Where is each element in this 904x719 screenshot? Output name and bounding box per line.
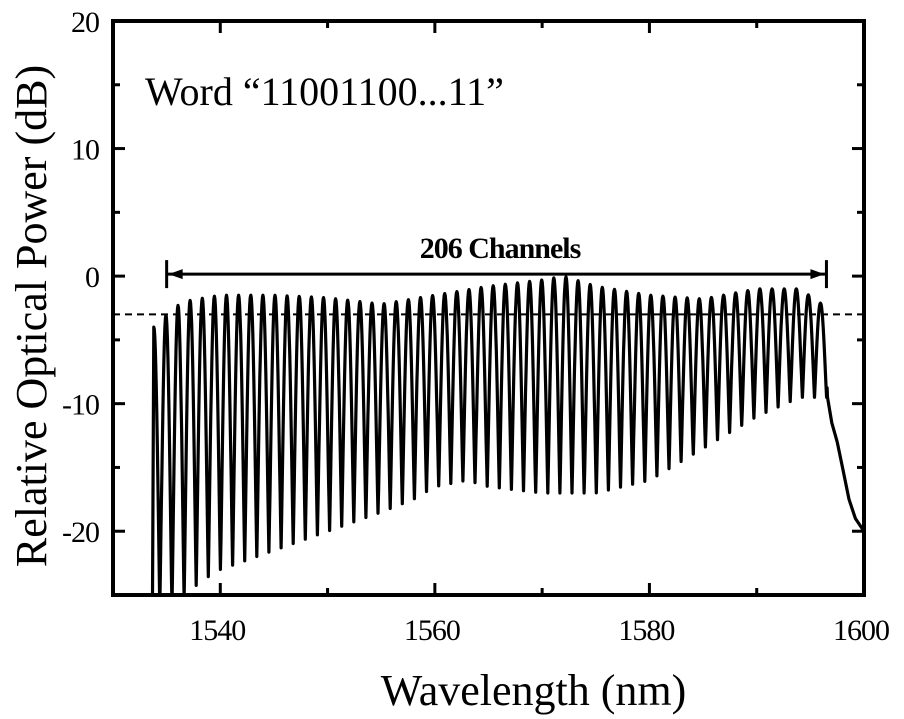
y-tick-label: 20 (71, 6, 99, 39)
span-arrowhead-left (168, 269, 183, 280)
x-tick-label: 1540 (189, 614, 245, 647)
plot-area (113, 260, 864, 595)
y-tick-label: -20 (62, 516, 99, 549)
x-tick-label: 1600 (833, 614, 889, 647)
x-tick-label: 1560 (404, 614, 460, 647)
y-tick-label: -10 (62, 389, 99, 422)
span-arrowhead-right (810, 269, 825, 280)
y-tick-label: 10 (71, 134, 99, 167)
channel-span-arrow (165, 260, 828, 289)
y-tick-label: 0 (85, 261, 99, 294)
y-axis-title: Relative Optical Power (dB) (7, 65, 56, 567)
x-axis-title: Wavelength (nm) (381, 666, 687, 715)
x-tick-label: 1580 (618, 614, 674, 647)
spectrum-trace (150, 275, 864, 595)
plot-frame (111, 19, 866, 597)
y-axis-ticks: -20 -10 0 10 20 (62, 6, 864, 597)
x-axis-ticks: 1540 1560 1580 1600 (111, 21, 890, 647)
channels-annotation: 206 Channels (420, 232, 581, 265)
word-annotation: Word “11001100...11” (145, 69, 504, 114)
